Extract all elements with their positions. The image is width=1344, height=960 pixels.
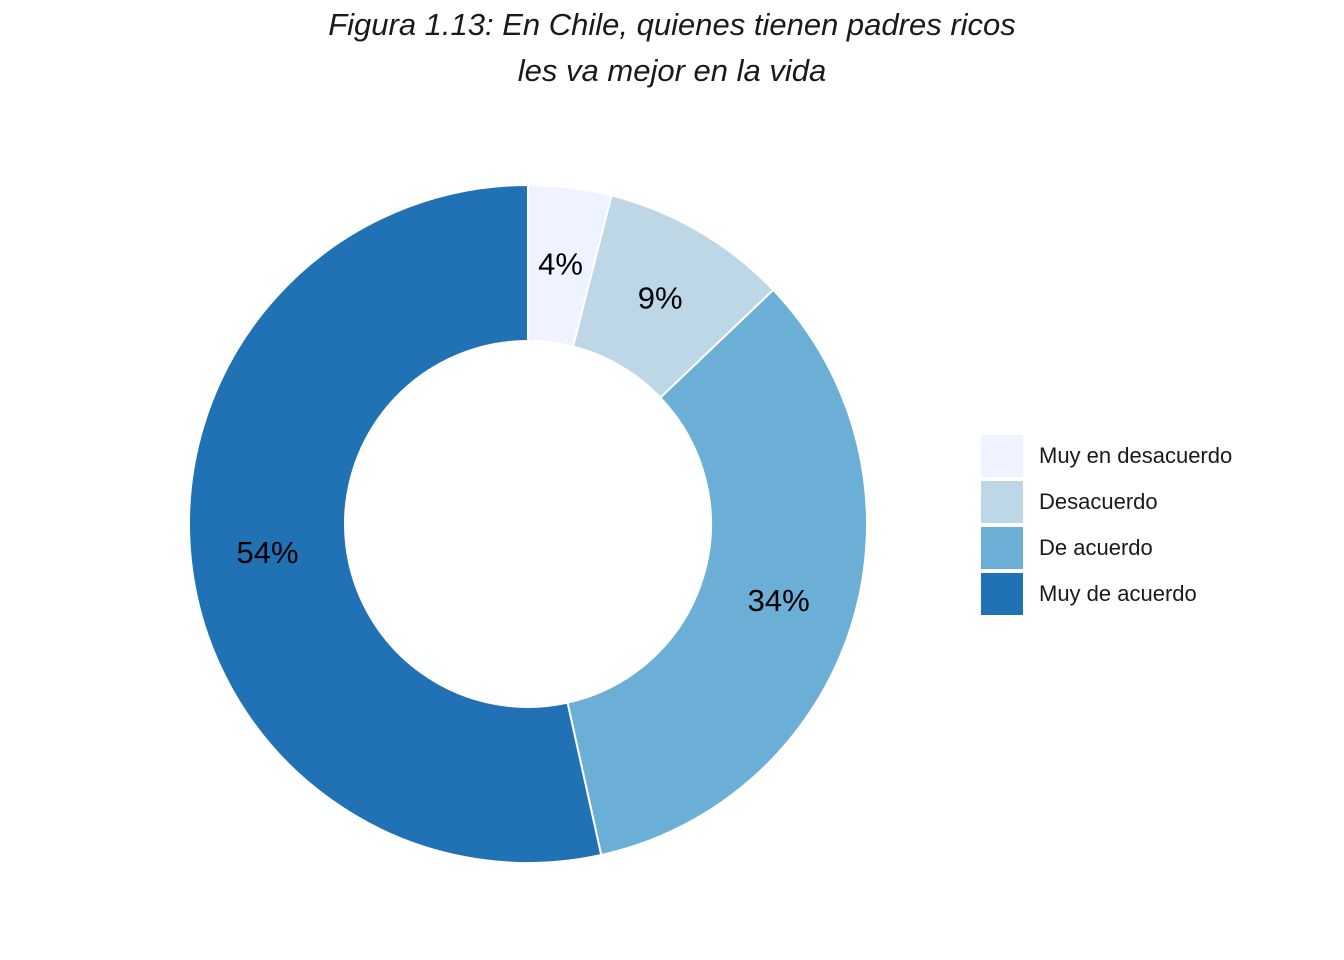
donut-slices [188,183,868,864]
legend-swatch [981,573,1023,615]
legend-swatch [981,435,1023,477]
data-label-muy-en-desacuerdo: 4% [538,247,583,282]
legend-label: Desacuerdo [1039,489,1158,514]
data-label-muy-de-acuerdo: 54% [237,535,299,570]
legend-label: Muy de acuerdo [1039,581,1197,606]
donut-labels: 4% 9% 34% 54% [237,247,810,618]
legend-swatch [981,481,1023,523]
legend-label: De acuerdo [1039,535,1153,560]
legend-item-muy-en-desacuerdo: Muy en desacuerdo [981,435,1301,477]
legend-item-de-acuerdo: De acuerdo [981,527,1301,569]
legend-swatch [981,527,1023,569]
slice-de-acuerdo [566,288,868,857]
chart-title-line-1: Figura 1.13: En Chile, quienes tienen pa… [328,7,1016,42]
legend-item-muy-de-acuerdo: Muy de acuerdo [981,573,1301,615]
data-label-desacuerdo: 9% [638,280,683,315]
chart-title-line-2: les va mejor en la vida [517,53,827,88]
legend-label: Muy en desacuerdo [1039,443,1233,468]
slice-muy-de-acuerdo [188,183,603,864]
legend-item-desacuerdo: Desacuerdo [981,481,1301,523]
data-label-de-acuerdo: 34% [748,583,810,618]
